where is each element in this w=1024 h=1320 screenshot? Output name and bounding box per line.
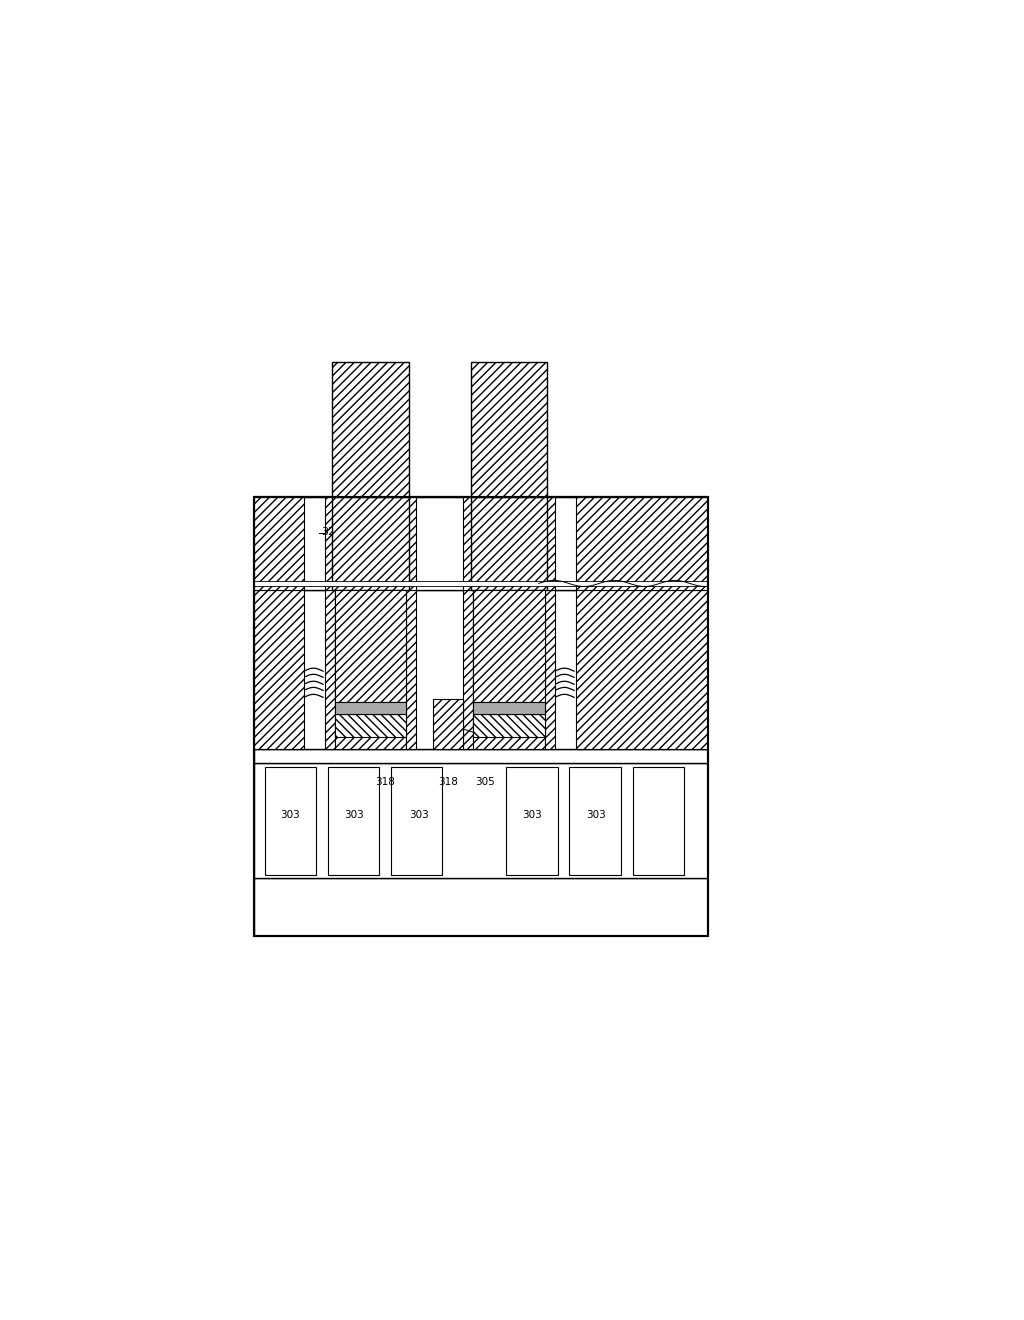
Bar <box>545 498 555 590</box>
Bar <box>328 767 379 875</box>
Text: 303: 303 <box>522 810 543 820</box>
Text: 305: 305 <box>475 777 495 787</box>
Bar <box>391 767 442 875</box>
Text: 304: 304 <box>717 742 738 751</box>
Bar <box>473 590 545 748</box>
Text: A: A <box>233 630 243 643</box>
Text: FIG. 11A: FIG. 11A <box>409 276 515 296</box>
Text: 318: 318 <box>438 777 458 787</box>
Bar <box>333 363 409 590</box>
Bar <box>575 590 708 748</box>
Text: 306: 306 <box>477 729 498 739</box>
Text: 315: 315 <box>201 678 220 689</box>
Text: Oct. 16, 2014  Sheet 21 of 29: Oct. 16, 2014 Sheet 21 of 29 <box>429 194 621 207</box>
Text: 308: 308 <box>717 561 738 572</box>
Bar <box>708 158 920 1175</box>
Bar <box>506 767 558 875</box>
Bar <box>254 763 708 878</box>
Bar <box>569 767 621 875</box>
Bar <box>545 590 555 748</box>
Bar <box>407 590 416 748</box>
Text: 311: 311 <box>717 578 738 589</box>
Text: 301: 301 <box>717 903 738 912</box>
Text: 320: 320 <box>322 527 343 537</box>
Bar <box>471 363 547 590</box>
Bar <box>254 590 708 748</box>
Bar <box>254 498 708 936</box>
Text: 303: 303 <box>344 810 364 820</box>
Text: 316: 316 <box>201 672 220 681</box>
Text: 309: 309 <box>717 546 738 556</box>
Bar <box>325 498 335 590</box>
Bar <box>254 878 708 936</box>
Bar <box>473 714 545 738</box>
Bar <box>131 936 920 1175</box>
Bar <box>254 498 304 590</box>
Bar <box>473 590 545 702</box>
Bar <box>463 498 473 590</box>
Bar <box>471 363 547 498</box>
Text: 310: 310 <box>744 554 765 564</box>
Bar <box>131 158 254 1175</box>
Bar <box>254 590 304 748</box>
Bar <box>463 590 473 748</box>
Text: 307: 307 <box>717 737 738 746</box>
Bar <box>633 767 684 875</box>
Bar <box>254 748 708 763</box>
Bar <box>407 498 416 590</box>
Text: 312: 312 <box>182 678 204 689</box>
Bar <box>131 189 920 498</box>
Bar <box>254 581 708 586</box>
Bar <box>335 702 407 714</box>
Bar <box>254 498 708 590</box>
Text: US 2014/0308794 A1: US 2014/0308794 A1 <box>716 194 854 207</box>
Bar <box>264 767 316 875</box>
Bar <box>335 590 407 748</box>
Text: 303: 303 <box>409 810 428 820</box>
Bar <box>335 590 407 702</box>
Text: 317: 317 <box>201 665 220 676</box>
Text: 303: 303 <box>587 810 606 820</box>
Text: 313: 313 <box>201 692 220 702</box>
Bar <box>254 498 708 936</box>
Bar <box>473 702 545 714</box>
Text: A': A' <box>716 630 729 643</box>
Bar <box>325 590 335 748</box>
Bar <box>575 498 708 590</box>
Text: 302: 302 <box>717 816 738 825</box>
Bar <box>335 714 407 738</box>
Text: 314: 314 <box>201 685 220 694</box>
Bar <box>433 700 463 748</box>
Text: 318: 318 <box>375 777 394 787</box>
Text: 303: 303 <box>281 810 300 820</box>
Bar <box>333 363 409 498</box>
Text: Patent Application Publication: Patent Application Publication <box>200 194 402 207</box>
